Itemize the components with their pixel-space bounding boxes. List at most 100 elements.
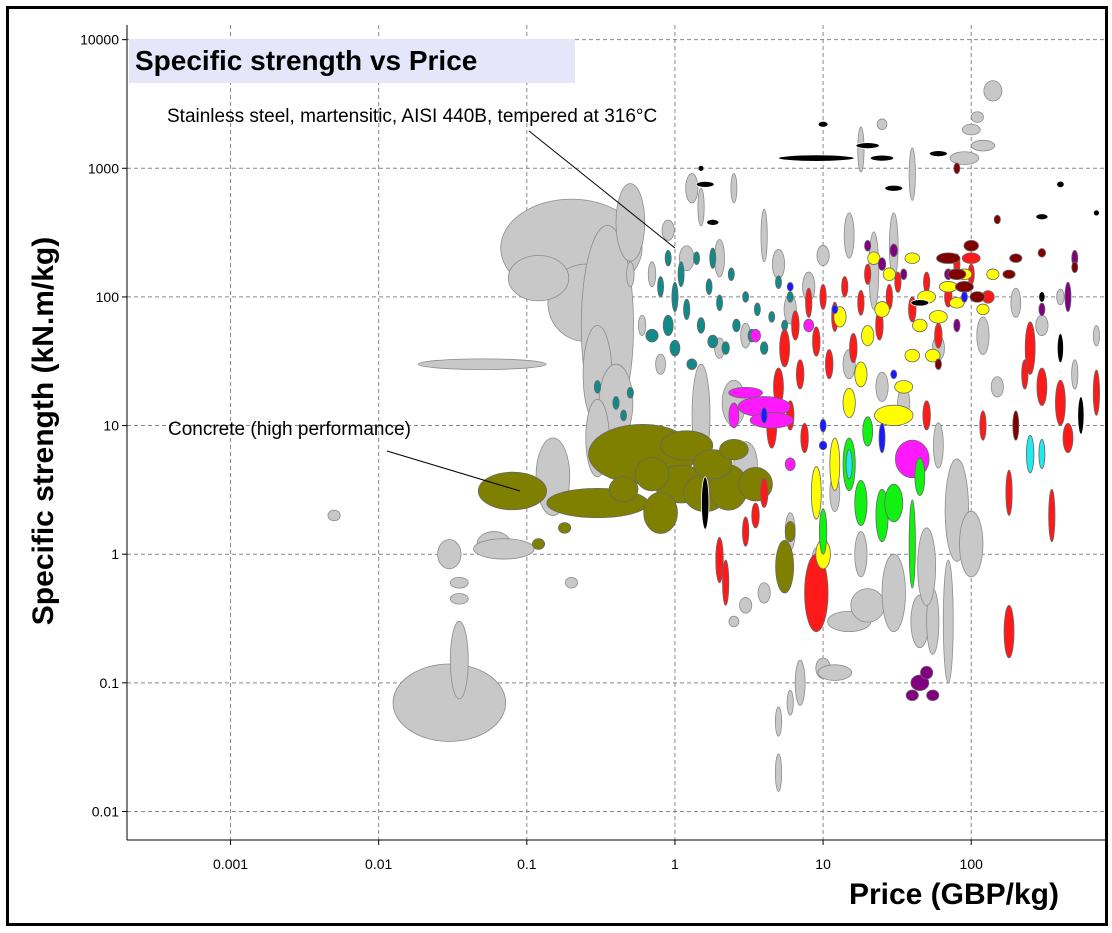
material-bubble[interactable] <box>771 249 786 280</box>
material-bubble[interactable] <box>751 502 760 529</box>
material-bubble[interactable] <box>949 151 980 165</box>
material-bubble[interactable] <box>728 402 740 429</box>
material-bubble[interactable] <box>869 154 895 162</box>
material-bubble[interactable] <box>608 476 639 503</box>
material-bubble[interactable] <box>976 316 990 355</box>
material-bubble[interactable] <box>961 252 981 264</box>
material-bubble[interactable] <box>920 665 934 680</box>
material-bubble[interactable] <box>843 212 855 259</box>
material-bubble[interactable] <box>749 412 794 429</box>
material-bubble[interactable] <box>934 358 942 370</box>
material-bubble[interactable] <box>1071 261 1079 274</box>
material-bubble[interactable] <box>705 278 713 295</box>
material-bubble[interactable] <box>878 422 886 454</box>
material-bubble[interactable] <box>849 333 858 364</box>
material-bubble[interactable] <box>778 154 855 162</box>
material-bubble[interactable] <box>986 268 1000 280</box>
material-bubble[interactable] <box>819 284 827 310</box>
material-bubble[interactable] <box>933 422 944 469</box>
material-bubble[interactable] <box>983 80 1003 102</box>
material-bubble[interactable] <box>925 348 941 363</box>
material-bubble[interactable] <box>862 416 874 447</box>
material-bubble[interactable] <box>1024 321 1036 375</box>
material-bubble[interactable] <box>1093 209 1100 217</box>
material-bubble[interactable] <box>1062 422 1074 454</box>
material-bubble[interactable] <box>697 164 705 172</box>
material-bubble[interactable] <box>794 659 806 706</box>
material-bubble[interactable] <box>693 449 733 480</box>
material-bubble[interactable] <box>850 588 885 623</box>
material-bubble[interactable] <box>947 268 967 280</box>
material-bubble[interactable] <box>917 527 937 606</box>
material-bubble[interactable] <box>593 380 602 394</box>
material-bubble[interactable] <box>874 301 890 318</box>
material-bubble[interactable] <box>864 263 872 285</box>
material-bubble[interactable] <box>392 663 507 742</box>
material-bubble[interactable] <box>626 386 634 399</box>
material-bubble[interactable] <box>905 689 919 702</box>
material-bubble[interactable] <box>890 369 898 380</box>
material-bubble[interactable] <box>655 353 666 375</box>
material-bubble[interactable] <box>417 358 547 370</box>
material-bubble[interactable] <box>775 540 795 594</box>
material-bubble[interactable] <box>922 400 931 431</box>
material-bubble[interactable] <box>1009 253 1023 263</box>
material-bubble[interactable] <box>757 582 771 604</box>
material-bubble[interactable] <box>963 240 979 252</box>
material-bubble[interactable] <box>934 322 943 349</box>
material-bubble[interactable] <box>677 261 685 288</box>
material-bubble[interactable] <box>881 553 906 633</box>
material-bubble[interactable] <box>728 386 763 399</box>
material-bubble[interactable] <box>817 664 853 681</box>
material-bubble[interactable] <box>759 477 769 508</box>
material-bubble[interactable] <box>722 559 730 606</box>
material-bubble[interactable] <box>760 407 768 424</box>
material-bubble[interactable] <box>643 491 678 534</box>
material-bubble[interactable] <box>857 126 865 173</box>
material-bubble[interactable] <box>928 310 948 324</box>
material-bubble[interactable] <box>854 361 868 388</box>
material-bubble[interactable] <box>976 303 990 316</box>
material-bubble[interactable] <box>786 689 794 716</box>
material-bubble[interactable] <box>706 218 720 226</box>
material-bubble[interactable] <box>938 281 958 293</box>
material-bubble[interactable] <box>791 310 800 341</box>
material-bubble[interactable] <box>1092 369 1100 416</box>
material-bubble[interactable] <box>637 314 647 337</box>
material-bubble[interactable] <box>857 289 865 316</box>
material-bubble[interactable] <box>882 267 896 282</box>
material-bubble[interactable] <box>683 298 691 320</box>
material-bubble[interactable] <box>709 247 717 269</box>
material-bubble[interactable] <box>1010 287 1022 318</box>
material-bubble[interactable] <box>1003 604 1015 659</box>
material-bubble[interactable] <box>612 396 620 410</box>
material-bubble[interactable] <box>1077 396 1085 435</box>
material-bubble[interactable] <box>914 457 926 496</box>
material-bubble[interactable] <box>894 271 902 293</box>
material-bubble[interactable] <box>961 291 968 303</box>
material-bubble[interactable] <box>949 297 965 309</box>
material-bubble[interactable] <box>800 422 809 454</box>
material-bubble[interactable] <box>664 249 672 267</box>
material-bubble[interactable] <box>695 180 715 188</box>
material-bubble[interactable] <box>784 520 796 543</box>
material-bubble[interactable] <box>845 449 853 480</box>
material-bubble[interactable] <box>1026 434 1035 474</box>
material-bubble[interactable] <box>657 276 664 298</box>
material-bubble[interactable] <box>854 531 868 578</box>
material-bubble[interactable] <box>742 516 750 547</box>
material-bubble[interactable] <box>626 261 635 288</box>
material-bubble[interactable] <box>727 267 735 282</box>
material-bubble[interactable] <box>805 287 813 318</box>
material-bubble[interactable] <box>759 341 769 355</box>
material-bubble[interactable] <box>784 457 796 472</box>
material-bubble[interactable] <box>449 577 469 589</box>
material-bubble[interactable] <box>775 275 782 289</box>
material-bubble[interactable] <box>819 418 827 433</box>
material-bubble[interactable] <box>855 142 880 150</box>
material-bubble[interactable] <box>803 318 815 333</box>
material-bubble[interactable] <box>564 577 578 589</box>
material-bubble[interactable] <box>660 430 714 461</box>
material-bubble[interactable] <box>701 476 710 530</box>
material-bubble[interactable] <box>686 358 698 370</box>
